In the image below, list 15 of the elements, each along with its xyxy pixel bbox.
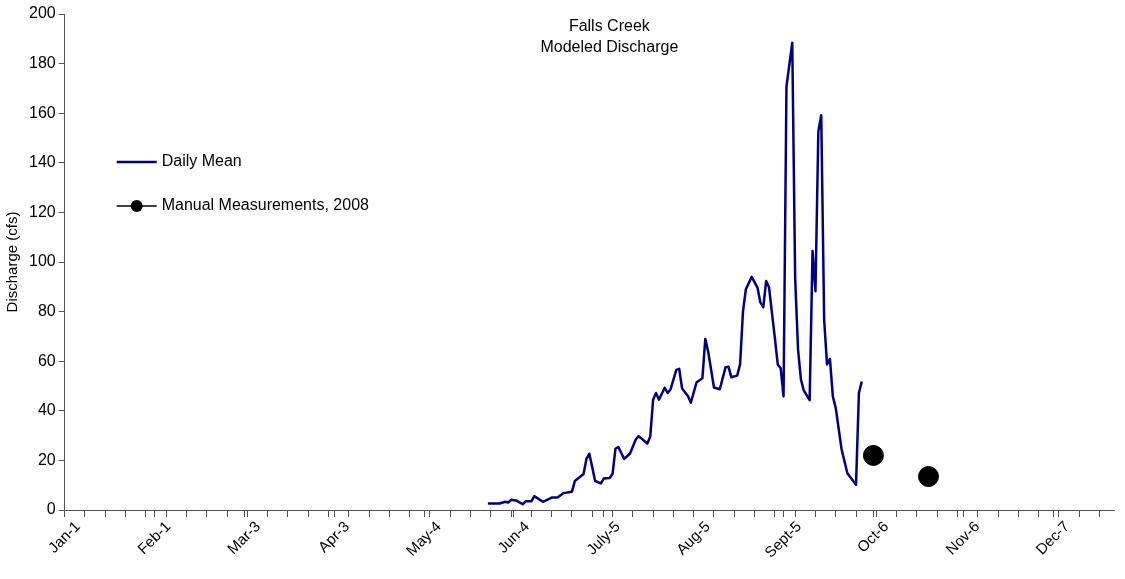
y-tick-label: 140 [28, 153, 56, 171]
text: Falls Creek Modeled Discharge [540, 17, 679, 56]
y-tick-label: 20 [37, 450, 56, 468]
y-tick-label: 100 [28, 252, 56, 270]
y-tick-label: 120 [28, 202, 56, 220]
y-tick-label: 80 [37, 302, 56, 320]
y-tick-label: 40 [37, 401, 56, 419]
y-tick-label: 200 [28, 4, 56, 22]
y-tick-label: 0 [46, 500, 56, 518]
legend-label: Manual Measurements, 2008 [161, 196, 370, 214]
y-tick-label: 180 [28, 54, 56, 72]
y-axis-title: Discharge (cfs) [3, 211, 21, 313]
legend-label: Daily Mean [161, 152, 242, 170]
y-tick-label: 60 [37, 351, 56, 369]
y-tick-label: 160 [28, 103, 56, 121]
